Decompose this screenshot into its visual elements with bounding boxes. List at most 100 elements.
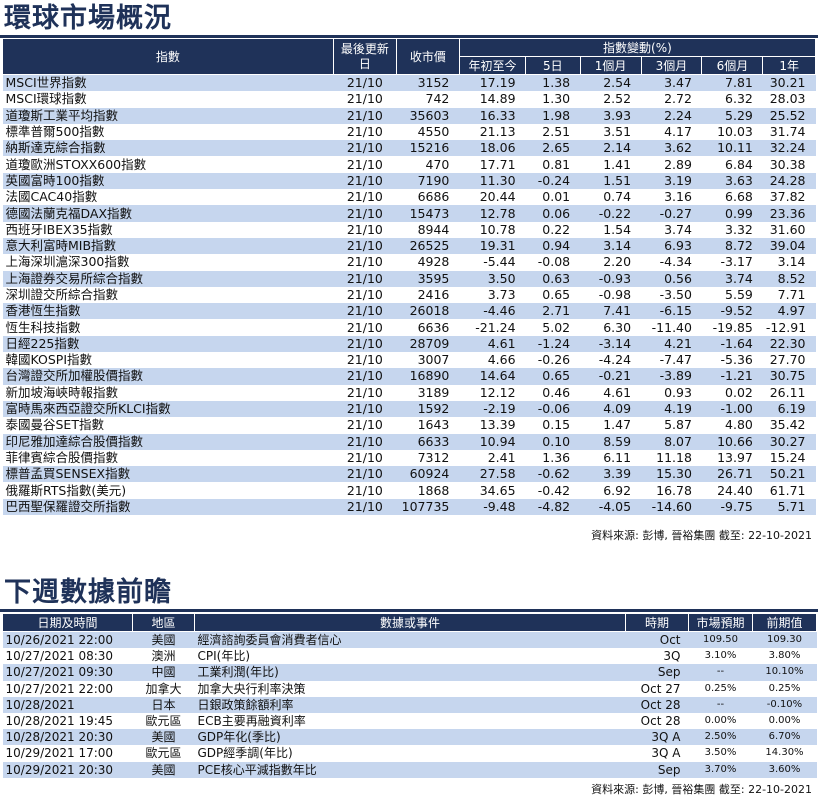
cell-6m: 10.11 [701,140,763,157]
cell-index-name: 西班牙IBEX35指數 [2,221,334,238]
cell-3m: 4.17 [641,123,702,141]
cell-index-name: 巴西聖保羅證交所指數 [2,498,334,516]
cell-3m: 3.74 [641,221,702,238]
cell-period: 3Q A [625,745,689,762]
cell-3m: -3.50 [641,286,702,304]
cell-index-name: 深圳證交所綜合指數 [2,286,334,304]
cell-close: 35603 [396,107,460,124]
event-row: 10/27/2021 09:30 中國 工業利潤(年比) Sep -- 10.10% [2,664,817,681]
cell-region: 日本 [132,696,195,713]
cell-1m: -0.21 [580,368,642,385]
cell-previous: -0.10% [752,696,817,713]
header-region: 地區 [132,613,195,632]
market-row: 巴西聖保羅證交所指數 21/10 107735 -9.48 -4.82 -4.05 -14.… [2,498,816,516]
cell-6m: 5.29 [701,107,763,124]
cell-5d: 2.51 [525,123,581,141]
cell-ytd: -21.24 [459,319,526,336]
cell-1y: 4.97 [762,303,816,320]
cell-1y: 31.60 [762,221,816,238]
cell-date: 21/10 [333,466,397,483]
header-3m: 3個月 [640,56,703,75]
cell-event: CPI(年比) [194,648,626,665]
cell-date: 21/10 [333,417,397,434]
cell-close: 107735 [396,498,460,516]
cell-1y: 23.36 [762,205,816,222]
cell-1y: 3.14 [762,254,816,271]
markets-table: 指數 最後更新日 收市價 指數變動(%) 年初至今 5日 1個月 3個月 6個月… [2,38,817,516]
header-period: 時期 [625,613,689,632]
cell-6m: -9.75 [701,498,763,516]
header-1m: 1個月 [579,56,642,75]
cell-index-name: 道瓊斯工業平均指數 [2,107,334,124]
header-last-update: 最後更新日 [332,38,397,75]
cell-3m: -4.34 [641,254,702,271]
cell-close: 7190 [396,172,460,190]
cell-3m: -7.47 [641,352,702,369]
cell-3m: -6.15 [641,303,702,320]
cell-ytd: 20.44 [459,189,526,206]
cell-1m: 4.61 [580,384,642,401]
cell-datetime: 10/28/2021 [2,696,133,713]
header-change-group: 指數變動(%) [458,38,817,57]
cell-event: GDP年化(季比) [194,729,626,746]
cell-1y: 22.30 [762,335,816,353]
cell-1y: 37.82 [762,189,816,206]
cell-1y: 32.24 [762,140,816,157]
header-event: 數據或事件 [194,613,626,632]
market-row: 新加坡海峽時報指數 21/10 3189 12.12 0.46 4.61 0.93 0.02 2… [2,384,816,401]
cell-5d: -0.42 [525,482,581,499]
cell-ytd: 14.64 [459,368,526,385]
cell-close: 15473 [396,205,460,222]
event-row: 10/27/2021 22:00 加拿大 加拿大央行利率決策 Oct 27 0.25% 0… [2,680,817,697]
cell-close: 28709 [396,335,460,353]
cell-previous: 6.70% [752,729,817,746]
cell-1y: 24.28 [762,172,816,190]
header-ytd: 年初至今 [458,56,527,75]
cell-close: 3007 [396,352,460,369]
cell-date: 21/10 [333,400,397,418]
cell-3m: 6.93 [641,237,702,255]
cell-index-name: 泰國曼谷SET指數 [2,417,334,434]
cell-index-name: 日經225指數 [2,335,334,353]
cell-close: 470 [396,156,460,173]
market-row: MSCI環球指數 21/10 742 14.89 1.30 2.52 2.72 6.32 28.… [2,91,816,108]
cell-ytd: -2.19 [459,400,526,418]
market-row: 西班牙IBEX35指數 21/10 8944 10.78 0.22 1.54 3.74 3.3… [2,221,816,238]
cell-3m: 5.87 [641,417,702,434]
cell-1m: 1.54 [580,221,642,238]
cell-event: ECB主要再融資利率 [194,712,626,730]
cell-close: 1868 [396,482,460,499]
cell-index-name: MSCI世界指數 [2,74,334,92]
cell-datetime: 10/29/2021 20:30 [2,761,133,778]
cell-3m: 16.78 [641,482,702,499]
cell-close: 16890 [396,368,460,385]
cell-3m: -14.60 [641,498,702,516]
cell-5d: 0.06 [525,205,581,222]
cell-1y: 30.75 [762,368,816,385]
cell-6m: 0.99 [701,205,763,222]
cell-1m: 1.51 [580,172,642,190]
cell-date: 21/10 [333,368,397,385]
header-previous: 前期值 [752,613,817,632]
cell-index-name: 台灣證交所加權股價指數 [2,368,334,385]
cell-3m: 2.89 [641,156,702,173]
cell-ytd: 4.66 [459,352,526,369]
cell-region: 美國 [132,631,195,649]
market-row: 英國富時100指數 21/10 7190 11.30 -0.24 1.51 3.19 3.63… [2,172,816,190]
header-index: 指數 [2,38,334,75]
cell-ytd: 18.06 [459,140,526,157]
cell-region: 中國 [132,664,195,681]
cell-1m: 3.14 [580,237,642,255]
cell-6m: 5.59 [701,286,763,304]
cell-previous: 10.10% [752,664,817,681]
cell-5d: -4.82 [525,498,581,516]
cell-previous: 14.30% [752,745,817,762]
cell-1y: 61.71 [762,482,816,499]
cell-period: Oct 28 [625,696,689,713]
cell-1m: 0.74 [580,189,642,206]
cell-datetime: 10/28/2021 19:45 [2,712,133,730]
cell-forecast: 3.70% [688,761,753,778]
cell-region: 歐元區 [132,745,195,762]
cell-6m: 3.74 [701,270,763,287]
cell-6m: 24.40 [701,482,763,499]
